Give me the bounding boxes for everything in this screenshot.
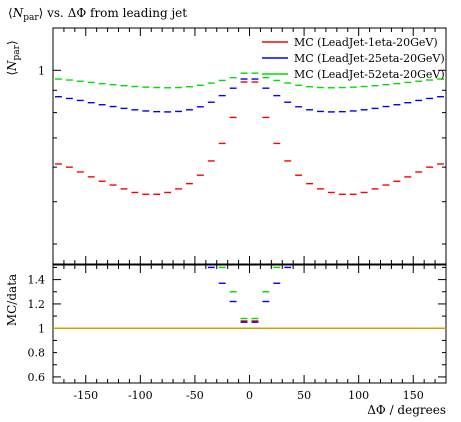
x-tick-label: -150 (73, 389, 98, 402)
ratio-y-tick-label: 1.2 (28, 298, 46, 311)
ratio-y-tick-label: 1 (38, 322, 45, 335)
ratio-plot-frame (52, 264, 447, 384)
x-axis-label: ΔΦ / degrees (367, 403, 446, 417)
main-panel: 1 MC (LeadJet-1eta-20GeV) MC (LeadJet-25et… (38, 27, 447, 265)
chart-title: ⟨Npar⟩ vs. ΔΦ from leading jet (8, 6, 187, 23)
ratio-panel: -150 -100 -50 0 50 100 150 0.6 0.8 1 1.2 1.4 (28, 264, 447, 402)
main-y-tick-label: 1 (38, 64, 45, 77)
ratio-y-tick-label: 1.4 (28, 274, 46, 287)
ratio-y-axis-label: MC/data (5, 274, 19, 326)
x-tick-label: 150 (403, 389, 424, 402)
legend-label: MC (LeadJet-1eta-20GeV) (294, 36, 438, 49)
x-tick-label: 50 (297, 389, 311, 402)
chart-labels: ⟨Npar⟩ vs. ΔΦ from leading jet ⟨Npar⟩ MC/d… (5, 6, 446, 417)
ratio-y-tick-label: 0.8 (28, 347, 46, 360)
x-tick-label: -100 (128, 389, 153, 402)
x-tick-label: 100 (348, 389, 369, 402)
x-tick-label: 0 (246, 389, 253, 402)
x-tick-label: -50 (186, 389, 204, 402)
legend-label: MC (LeadJet-52eta-20GeV) (294, 68, 445, 81)
ratio-y-tick-label: 0.6 (28, 371, 46, 384)
main-y-axis-label: ⟨Npar⟩ (5, 40, 22, 75)
legend-label: MC (LeadJet-25eta-20GeV) (294, 52, 445, 65)
